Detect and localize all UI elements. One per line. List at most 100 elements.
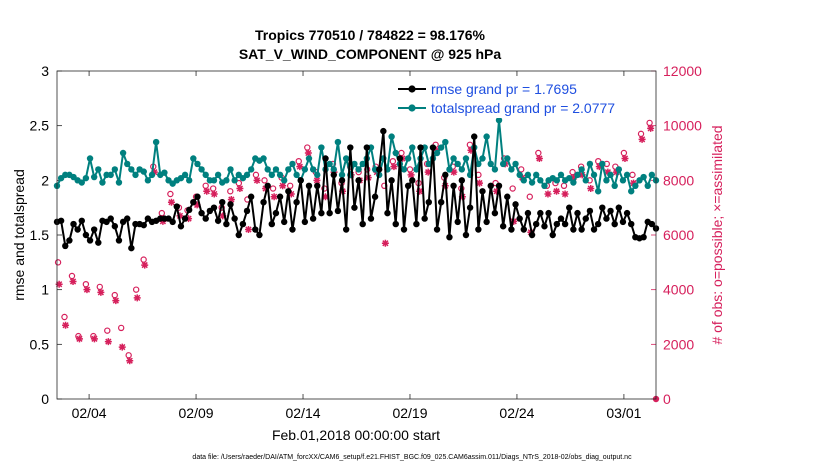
rmse-point (450, 182, 457, 189)
x-tick-label: 02/19 (392, 405, 427, 421)
rmse-point (301, 218, 309, 226)
rmse-point (223, 220, 230, 228)
totalspread-point (404, 155, 412, 162)
rmse-point (376, 166, 383, 173)
totalspread-point (619, 177, 627, 184)
totalspread-point (190, 155, 197, 162)
rmse-point (396, 155, 404, 162)
totalspread-point (574, 171, 581, 179)
y-tick-label: 2 (41, 172, 49, 188)
rmse-point (578, 226, 585, 233)
rmse-point (363, 144, 371, 151)
totalspread-point (450, 155, 457, 162)
rmse-point (516, 215, 523, 222)
rmse-point (95, 239, 102, 246)
obs-possible-marker (125, 352, 132, 359)
totalspread-point (243, 171, 251, 179)
rmse-point (392, 220, 399, 228)
rmse-point (90, 226, 98, 233)
obs-assimilated-marker (544, 190, 552, 198)
obs-assimilated-marker (407, 171, 415, 179)
totalspread-point (128, 166, 135, 173)
rmse-point (281, 218, 288, 226)
totalspread-point (301, 166, 309, 173)
rmse-point (483, 218, 490, 226)
totalspread-point (590, 171, 598, 179)
totalspread-point (334, 138, 342, 146)
rmse-point (442, 171, 449, 179)
rmse-point (351, 204, 358, 211)
totalspread-point (124, 160, 131, 168)
obs-assimilated-marker (236, 185, 244, 193)
obs-assimilated-marker (262, 185, 270, 193)
rmse-point (462, 231, 470, 239)
y2-tick-label: 12000 (663, 63, 702, 79)
totalspread-point (86, 155, 94, 162)
obs-assimilated-marker (570, 174, 578, 182)
rmse-point (289, 226, 296, 233)
rmse-point (272, 209, 280, 217)
rmse-point (185, 206, 193, 214)
obs-assimilated-marker (210, 190, 218, 198)
rmse-point (177, 223, 185, 230)
rmse-point (553, 220, 561, 228)
rmse-point (599, 204, 606, 211)
totalspread-point (326, 160, 333, 168)
totalspread-point (409, 144, 416, 151)
obs-assimilated-marker (638, 135, 646, 143)
totalspread-point (140, 168, 147, 175)
y-tick-label: 3 (41, 63, 49, 79)
rmse-point (371, 193, 379, 200)
plot-area (57, 71, 656, 399)
totalspread-point (107, 171, 114, 179)
obs-assimilated-marker (535, 154, 543, 162)
rmse-point (623, 209, 631, 217)
rmse-point (594, 220, 602, 228)
rmse-point (86, 237, 94, 244)
totalspread-point (537, 177, 544, 184)
totalspread-point (314, 171, 321, 179)
totalspread-point (491, 166, 499, 173)
rmse-point (202, 215, 209, 222)
totalspread-point (607, 171, 614, 179)
obs-assimilated-marker (227, 195, 235, 203)
obs-assimilated-marker (321, 193, 329, 201)
obs-assimilated-marker (75, 335, 83, 343)
rmse-point (82, 231, 90, 239)
rmse-point (297, 177, 304, 184)
legend-box (392, 78, 652, 118)
rmse-point (243, 207, 251, 215)
rmse-point (314, 182, 321, 189)
y-tick-label: 0 (41, 391, 49, 407)
rmse-point (115, 237, 123, 244)
rmse-point (342, 226, 350, 233)
totalspread-point (351, 160, 358, 168)
plot-frame (56, 70, 657, 400)
rmse-point (111, 223, 119, 230)
totalspread-point (632, 182, 639, 189)
totalspread-point (541, 182, 548, 189)
y-tick-label: 1.5 (30, 227, 50, 243)
x-tick-label: 02/14 (285, 405, 320, 421)
rmse-point (545, 209, 552, 217)
totalspread-point (437, 144, 445, 151)
obs-assimilated-marker (416, 187, 424, 195)
legend-spread-marker (408, 104, 416, 112)
obs-possible-marker (646, 119, 653, 127)
obs-assimilated-marker (253, 176, 261, 184)
rmse-point (318, 209, 325, 217)
totalspread-point (202, 171, 209, 179)
totalspread-point (495, 117, 503, 124)
rmse-point (194, 193, 201, 200)
obs-assimilated-marker (296, 163, 304, 171)
obs-assimilated-marker (270, 193, 278, 201)
totalspread-point (487, 160, 494, 168)
obs-possible-marker (202, 182, 209, 189)
totalspread-point (119, 149, 127, 157)
totalspread-point (413, 166, 420, 173)
totalspread-point (289, 160, 296, 168)
totalspread-point (611, 182, 618, 189)
totalspread-point (305, 155, 313, 162)
totalspread-point (615, 166, 623, 173)
